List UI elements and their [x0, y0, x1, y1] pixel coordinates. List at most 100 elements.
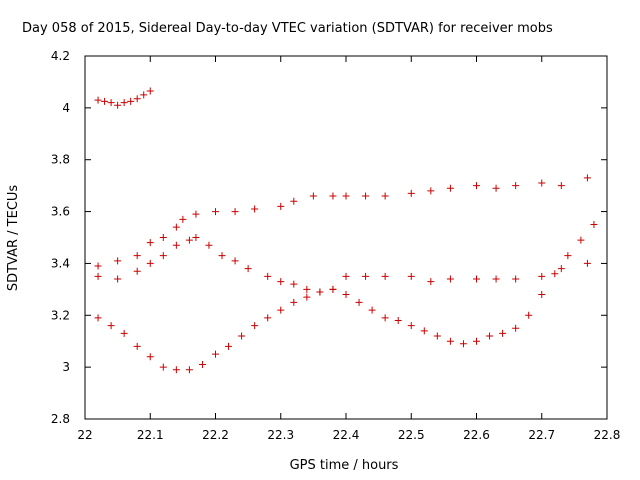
data-point [329, 192, 337, 200]
x-tick-label: 22.7 [528, 428, 555, 442]
data-point [342, 192, 350, 200]
y-tick-label: 3.6 [51, 205, 70, 219]
data-point [251, 205, 259, 213]
data-point [309, 192, 317, 200]
data-point [512, 182, 520, 190]
data-point [368, 306, 376, 314]
series-satellite-c [94, 234, 591, 296]
data-point [355, 298, 363, 306]
data-point [381, 272, 389, 280]
data-point [146, 239, 154, 247]
data-point [159, 252, 167, 260]
data-marks [94, 87, 598, 374]
data-point [140, 91, 148, 99]
data-point [446, 184, 454, 192]
data-point [146, 87, 154, 95]
data-point [362, 192, 370, 200]
series-satellite-b [94, 174, 591, 270]
data-point [525, 311, 533, 319]
data-point [512, 275, 520, 283]
axis-ticks: 22 22.1 22.2 22.3 22.4 22.5 22.6 22.7 22.8 2.8 3 3.… [51, 49, 620, 442]
data-point [264, 272, 272, 280]
data-point [198, 361, 206, 369]
x-tick-label: 22.1 [137, 428, 164, 442]
data-point [446, 275, 454, 283]
data-point [172, 223, 180, 231]
data-point [277, 306, 285, 314]
data-point [225, 342, 233, 350]
data-point [290, 298, 298, 306]
data-point [133, 252, 141, 260]
data-point [185, 366, 193, 374]
data-point [459, 340, 467, 348]
data-point [420, 327, 428, 335]
data-point [94, 96, 102, 104]
x-tick-label: 22.5 [398, 428, 425, 442]
data-point [120, 99, 128, 107]
data-point [94, 272, 102, 280]
data-point [133, 95, 141, 103]
data-point [538, 272, 546, 280]
y-tick-label: 3.2 [51, 308, 70, 322]
data-point [446, 337, 454, 345]
data-point [492, 184, 500, 192]
data-point [407, 322, 415, 330]
data-point [473, 337, 480, 345]
data-point [577, 236, 585, 244]
data-point [486, 332, 494, 340]
data-point [264, 314, 272, 322]
data-point [433, 332, 441, 340]
data-point [238, 332, 246, 340]
data-point [146, 353, 154, 361]
data-point [94, 262, 102, 270]
data-point [212, 208, 219, 216]
data-point [557, 265, 565, 273]
data-point [114, 257, 122, 265]
data-point [499, 329, 507, 337]
data-point [192, 234, 200, 241]
data-point [342, 291, 350, 299]
y-tick-label: 4.2 [51, 49, 70, 63]
data-point [231, 257, 239, 265]
data-point [159, 363, 167, 371]
data-point [251, 322, 259, 330]
data-point [277, 278, 285, 286]
data-point [381, 192, 389, 200]
y-tick-label: 2.8 [51, 412, 70, 426]
data-point [212, 350, 219, 358]
data-point [583, 174, 591, 182]
data-point [427, 187, 435, 195]
series-satellite-d [94, 221, 598, 374]
data-point [133, 267, 141, 275]
data-point [512, 324, 520, 332]
series-satellite-a [94, 87, 154, 109]
data-point [407, 272, 415, 280]
chart-title: Day 058 of 2015, Sidereal Day-to-day VTE… [22, 21, 553, 36]
data-point [538, 291, 546, 299]
data-point [290, 197, 298, 205]
data-point [101, 97, 109, 105]
data-point [538, 179, 546, 187]
data-point [303, 285, 311, 293]
data-point [381, 314, 389, 322]
data-point [583, 259, 591, 267]
data-point [146, 259, 154, 267]
data-point [231, 208, 239, 216]
data-point [473, 275, 480, 283]
data-point [179, 215, 187, 223]
data-point [107, 322, 115, 330]
data-point [394, 316, 402, 324]
data-point [107, 99, 115, 107]
data-point [551, 270, 559, 278]
y-tick-label: 3 [62, 360, 70, 374]
y-tick-label: 3.4 [51, 256, 70, 270]
data-point [362, 272, 370, 280]
x-tick-label: 22.2 [202, 428, 229, 442]
x-tick-label: 22.4 [333, 428, 360, 442]
data-point [329, 285, 337, 293]
data-point [427, 278, 435, 286]
data-point [192, 210, 200, 218]
data-point [316, 288, 324, 296]
data-point [127, 97, 135, 105]
